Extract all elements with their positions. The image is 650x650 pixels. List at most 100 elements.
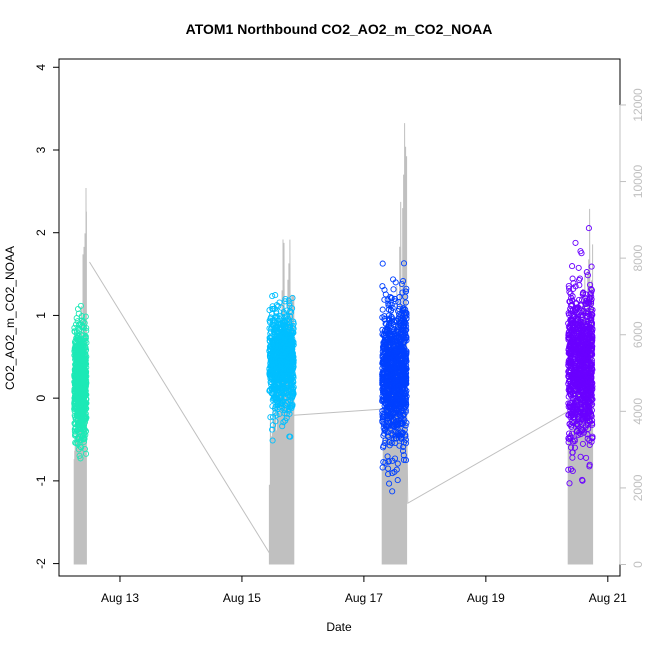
data-point xyxy=(400,277,407,285)
data-point xyxy=(402,330,409,337)
data-point xyxy=(380,432,387,439)
data-point xyxy=(587,409,594,416)
data-point xyxy=(76,341,83,348)
data-point xyxy=(585,405,592,412)
data-point xyxy=(583,349,590,356)
data-point xyxy=(387,361,394,368)
data-point xyxy=(583,269,590,276)
data-point xyxy=(586,369,593,376)
data-point xyxy=(572,403,579,410)
data-point xyxy=(388,295,395,302)
data-point xyxy=(385,300,392,307)
data-point xyxy=(283,351,290,358)
data-point xyxy=(589,345,596,353)
data-point xyxy=(270,360,278,367)
data-point xyxy=(584,300,591,307)
data-point xyxy=(76,452,83,459)
data-point xyxy=(568,413,575,420)
data-point xyxy=(389,423,396,430)
data-point xyxy=(403,285,410,292)
data-point xyxy=(578,301,585,308)
data-point xyxy=(402,457,410,464)
data-point xyxy=(388,364,395,371)
data-point xyxy=(586,441,593,449)
data-point xyxy=(566,480,573,487)
data-point xyxy=(270,329,278,336)
data-point xyxy=(402,299,409,306)
data-point xyxy=(268,355,275,362)
data-point xyxy=(577,428,584,435)
data-point xyxy=(395,383,402,390)
data-point xyxy=(391,351,398,359)
data-point xyxy=(281,395,288,402)
data-point xyxy=(568,422,575,429)
data-point xyxy=(579,342,586,349)
data-point xyxy=(399,376,406,383)
data-point xyxy=(390,354,397,361)
data-point xyxy=(282,375,289,382)
data-point xyxy=(588,287,595,294)
data-point xyxy=(76,371,83,379)
data-point xyxy=(588,327,595,334)
data-point xyxy=(74,441,81,448)
data-point xyxy=(402,433,409,440)
data-point xyxy=(283,320,291,328)
data-point xyxy=(287,365,294,372)
data-point xyxy=(269,403,276,410)
data-point xyxy=(384,328,391,335)
y2-tick-label: 0 xyxy=(631,561,645,568)
data-point xyxy=(283,410,290,417)
data-point xyxy=(580,320,587,327)
data-point xyxy=(380,442,387,449)
data-point xyxy=(266,352,273,360)
data-point xyxy=(403,387,410,394)
data-point xyxy=(575,366,583,373)
data-point xyxy=(72,431,79,438)
data-point xyxy=(271,317,278,324)
y2-tick-label: 10000 xyxy=(631,165,645,199)
data-point xyxy=(586,463,593,470)
data-point xyxy=(80,379,87,386)
data-point xyxy=(400,377,407,384)
data-point xyxy=(393,466,400,473)
data-point xyxy=(392,439,399,447)
data-point xyxy=(565,282,572,290)
data-point xyxy=(384,397,391,404)
data-point xyxy=(567,466,575,473)
data-point xyxy=(79,345,86,352)
data-point xyxy=(77,352,84,359)
data-point xyxy=(575,264,582,271)
data-point xyxy=(393,403,400,410)
data-point xyxy=(278,331,285,339)
data-point xyxy=(283,414,290,422)
y-tick-label: 2 xyxy=(34,229,48,236)
data-point xyxy=(71,324,78,331)
data-point xyxy=(78,323,86,330)
data-point xyxy=(402,370,409,377)
data-point xyxy=(401,309,409,316)
data-point xyxy=(275,374,282,381)
data-point xyxy=(392,399,399,407)
data-point xyxy=(282,295,289,303)
data-point xyxy=(573,377,580,384)
data-point xyxy=(273,412,280,419)
data-point xyxy=(580,307,587,314)
data-point xyxy=(578,406,585,413)
data-point xyxy=(266,368,273,376)
data-point xyxy=(577,351,584,358)
data-point xyxy=(380,368,387,375)
data-point xyxy=(383,411,391,418)
data-point xyxy=(276,299,283,306)
data-point xyxy=(570,362,577,369)
data-point xyxy=(74,362,81,369)
data-point xyxy=(584,333,591,341)
data-point xyxy=(572,239,579,246)
data-point xyxy=(567,343,574,350)
data-point xyxy=(278,399,285,406)
data-point xyxy=(588,392,595,399)
data-point xyxy=(279,381,286,388)
data-point xyxy=(83,396,90,403)
series-2 xyxy=(266,292,297,444)
data-point xyxy=(380,421,387,428)
data-point xyxy=(584,431,591,438)
